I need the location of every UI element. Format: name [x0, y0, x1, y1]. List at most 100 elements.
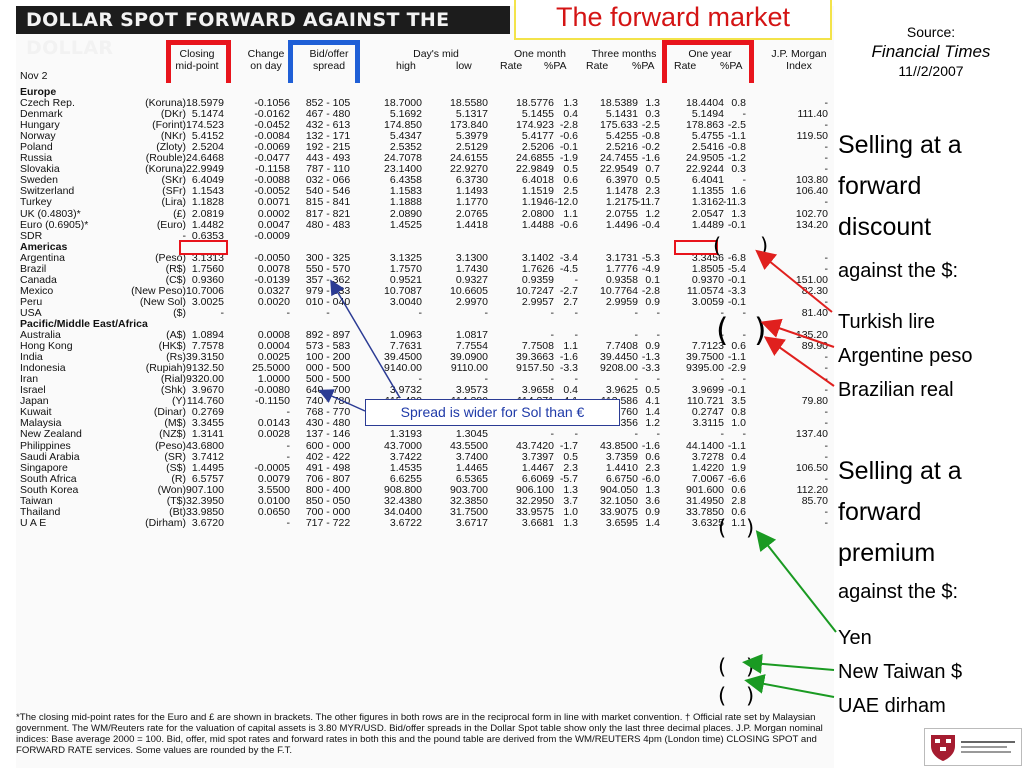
- cell-y1p: 1.0: [731, 417, 746, 430]
- currency-unit: (Rial): [160, 373, 186, 386]
- cell-y1r: 3.6325: [691, 516, 724, 529]
- cell-y1r: 1.4489: [691, 218, 724, 231]
- cell-spr: 443 - 493: [305, 152, 351, 165]
- cell-m1p: 0.4: [563, 384, 578, 397]
- cell-idx: -: [824, 472, 829, 485]
- cell-idx: 106.50: [795, 461, 828, 474]
- cell-hi: 1.1888: [389, 196, 422, 209]
- currency-unit: (A$): [166, 329, 186, 342]
- premium-line-3: premium: [838, 539, 936, 567]
- cell-lo: 2.0765: [455, 207, 488, 220]
- cell-y1r: 3.7278: [691, 450, 724, 463]
- cell-lo: 1.0817: [455, 329, 488, 342]
- cell-chg: 0.0650: [257, 505, 290, 518]
- currency-unit: (Euro): [156, 218, 186, 231]
- cell-spr: 817 - 821: [305, 207, 351, 220]
- cell-mid: 1.4495: [191, 461, 224, 474]
- cell-m3r: 2.9959: [605, 295, 638, 308]
- table-row: Peru (New Sol) 3.0025 0.0020 010 - 040 3.0040…: [16, 295, 834, 308]
- table-footnote: *The closing mid-point rates for the Eur…: [16, 712, 823, 756]
- currency-unit: (SFr): [162, 185, 186, 198]
- date-label: Nov 2: [20, 70, 47, 104]
- cell-idx: -: [824, 450, 829, 463]
- cell-hi: -: [418, 373, 423, 386]
- cell-m1r: 5.4177: [521, 130, 554, 143]
- cell-y1p: 1.3: [731, 207, 746, 220]
- cell-spr: 357 - 362: [305, 273, 351, 286]
- cell-hi: 6.6255: [389, 472, 422, 485]
- cell-m3p: 1.4: [645, 516, 660, 529]
- spread-callout: Spread is wider for Sol than €: [365, 399, 620, 426]
- cell-m3r: 3.7359: [605, 450, 638, 463]
- currency-unit: (T$): [166, 494, 186, 507]
- cell-m1p: 2.7: [563, 295, 578, 308]
- cell-y1r: 44.1400: [686, 439, 724, 452]
- discount-line-3: discount: [838, 213, 932, 241]
- cell-spr: 430 - 480: [305, 417, 351, 430]
- cell-m3p: -1.6: [641, 439, 660, 452]
- cell-y1p: -: [742, 108, 747, 121]
- title-frame: [514, 0, 832, 40]
- country-name: Mexico: [20, 284, 54, 297]
- cell-hi: 23.1400: [384, 163, 422, 176]
- cell-lo: 1.7430: [455, 262, 488, 275]
- table-row: South Korea (Won) 907.100 3.5500 800 - 400 90…: [16, 483, 834, 496]
- cell-spr: 402 - 422: [305, 450, 351, 463]
- cell-mid: 7.7578: [191, 340, 224, 353]
- cell-idx: -: [824, 439, 829, 452]
- header-one-month: One month Rate %PA: [500, 48, 580, 82]
- cell-m1r: 9157.50: [516, 362, 554, 375]
- header-change-l1: Change: [247, 48, 285, 60]
- country-name: South Africa: [20, 472, 77, 485]
- country-name: South Korea: [20, 483, 79, 496]
- cell-spr: 300 - 325: [305, 251, 351, 264]
- cell-y1p: -1.1: [727, 351, 746, 364]
- cell-m1p: 1.1: [563, 340, 578, 353]
- spread-column-frame: [288, 40, 360, 83]
- cell-m1r: 10.7247: [516, 284, 554, 297]
- cell-y1r: 3.3456: [691, 251, 724, 264]
- currency-unit: -: [182, 229, 187, 242]
- cell-hi: 18.7000: [384, 97, 422, 110]
- cell-hi: 174.850: [384, 119, 422, 132]
- cell-m1p: -3.4: [559, 251, 578, 264]
- cell-m1p: -1.6: [559, 351, 578, 364]
- table-row: Norway (NKr) 5.4152 -0.0084 132 - 171 5.4347 5…: [16, 130, 834, 143]
- cell-mid: 10.7006: [186, 284, 224, 297]
- cell-lo: 6.3730: [455, 174, 488, 187]
- bracket-turkey-left: (: [713, 234, 722, 258]
- cell-idx: -: [824, 384, 829, 397]
- cell-hi: 2.5352: [389, 141, 422, 154]
- cell-m3r: 7.7408: [605, 340, 638, 353]
- cell-idx: 79.80: [801, 395, 828, 408]
- cell-m1p: 1.0: [563, 505, 578, 518]
- country-name: Iran: [20, 373, 39, 386]
- cell-y1p: -: [742, 306, 747, 319]
- table-row: Sweden (SKr) 6.4049 -0.0088 032 - 066 6.4358 6…: [16, 175, 834, 186]
- cell-idx: -: [824, 505, 829, 518]
- cell-y1r: 3.9699: [691, 384, 724, 397]
- cell-chg: -0.1150: [255, 395, 290, 408]
- cell-m1r: 5.1455: [521, 108, 554, 121]
- discount-line-4: against the $:: [838, 260, 959, 282]
- cell-y1r: 6.4041: [691, 174, 724, 187]
- cell-m3p: -: [656, 306, 661, 319]
- cell-m3r: 5.4255: [605, 130, 638, 143]
- cell-m1p: -1.7: [559, 439, 578, 452]
- cell-m1p: 1.3: [563, 483, 578, 496]
- cell-m1p: -0.6: [559, 130, 578, 143]
- cell-m3r: 10.7764: [600, 284, 638, 297]
- cell-mid: 2.0819: [191, 207, 224, 220]
- cell-hi: 2.0890: [389, 207, 422, 220]
- header-three-months-rate: Rate: [586, 60, 609, 72]
- cell-y1r: 9395.00: [686, 362, 724, 375]
- cell-m3p: 1.2: [645, 207, 660, 220]
- bracket-uae-left: (: [718, 684, 727, 708]
- currency-unit: (Peso): [155, 251, 186, 264]
- cell-chg: 0.0143: [257, 417, 290, 430]
- header-one-month-pa: %PA: [544, 60, 567, 72]
- country-name: Slovakia: [20, 163, 60, 176]
- cell-y1p: -2.9: [727, 362, 746, 375]
- cell-idx: 134.20: [795, 218, 828, 231]
- cell-m1r: 32.2950: [516, 494, 554, 507]
